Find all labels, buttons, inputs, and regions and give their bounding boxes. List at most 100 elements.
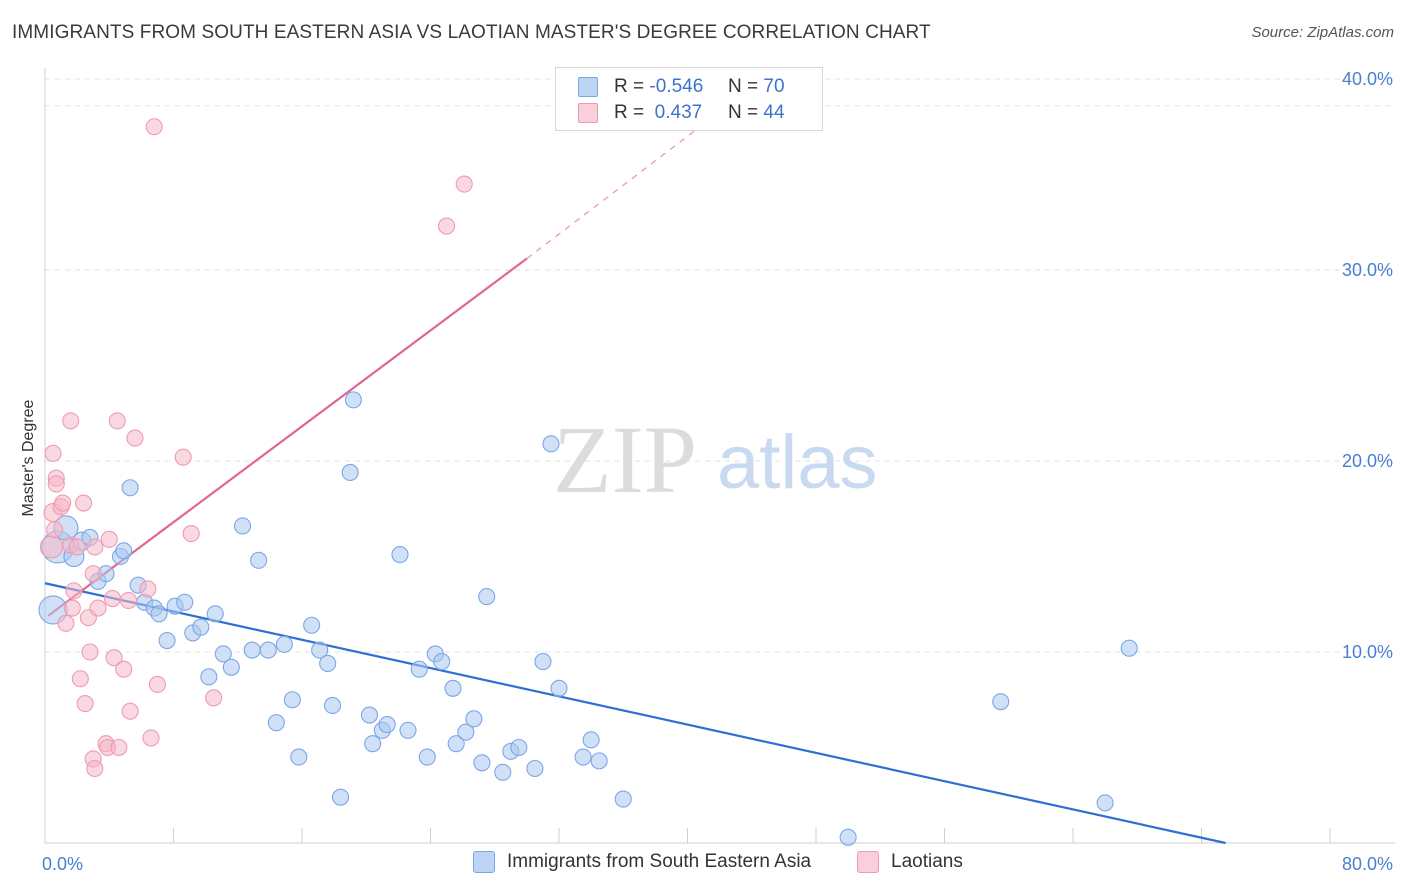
point-laotians bbox=[46, 521, 64, 539]
legend-r-laotians: R = 0.437 bbox=[614, 102, 728, 124]
point-laotians bbox=[47, 475, 65, 493]
x-tick-label: 80.0% bbox=[1342, 854, 1393, 874]
trend-line-sea bbox=[44, 582, 1226, 845]
point-sea bbox=[465, 710, 483, 728]
series-legend-label-laotians: Laotians bbox=[891, 851, 963, 872]
point-sea bbox=[550, 679, 568, 697]
legend-n-laotians: N = 44 bbox=[728, 102, 785, 124]
point-sea bbox=[267, 714, 285, 732]
point-sea bbox=[582, 731, 600, 749]
point-sea bbox=[510, 738, 528, 757]
legend-n-label: N = bbox=[728, 76, 759, 97]
series-legend-label-sea: Immigrants from South Eastern Asia bbox=[507, 851, 812, 872]
point-laotians bbox=[62, 412, 80, 430]
point-laotians bbox=[54, 494, 72, 512]
point-sea bbox=[200, 668, 218, 686]
point-sea bbox=[319, 654, 337, 673]
point-laotians bbox=[142, 729, 160, 747]
point-laotians bbox=[182, 525, 200, 543]
point-laotians bbox=[110, 738, 128, 757]
series-legend: Immigrants from South Eastern Asia Laoti… bbox=[0, 851, 1406, 877]
point-sea bbox=[542, 435, 560, 453]
point-sea bbox=[121, 479, 139, 497]
point-laotians bbox=[115, 660, 133, 678]
chart-title: IMMIGRANTS FROM SOUTH EASTERN ASIA VS LA… bbox=[12, 22, 931, 43]
point-sea bbox=[433, 652, 451, 671]
x-tick-labels: 0.0% 80.0% bbox=[42, 854, 1393, 874]
point-sea bbox=[614, 790, 632, 808]
point-laotians bbox=[44, 444, 62, 462]
data-points bbox=[38, 118, 1138, 846]
y-tick-label: 20.0% bbox=[1342, 451, 1393, 471]
legend-r-label: R = bbox=[614, 76, 645, 97]
point-sea bbox=[331, 788, 350, 806]
point-sea bbox=[250, 551, 268, 569]
point-laotians bbox=[119, 591, 138, 609]
point-laotians bbox=[455, 175, 473, 193]
point-sea bbox=[192, 618, 210, 636]
point-sea bbox=[222, 658, 240, 676]
point-laotians bbox=[100, 530, 118, 548]
point-laotians bbox=[89, 599, 107, 617]
series-legend-swatch-sea bbox=[473, 851, 495, 873]
point-sea bbox=[150, 605, 168, 623]
point-sea bbox=[360, 706, 379, 724]
point-sea bbox=[243, 641, 261, 659]
point-laotians bbox=[105, 649, 123, 667]
point-laotians bbox=[57, 614, 75, 632]
point-laotians bbox=[438, 217, 456, 235]
point-sea bbox=[526, 759, 544, 778]
legend-n-value: 44 bbox=[763, 102, 785, 123]
legend-swatch-sea bbox=[578, 77, 598, 97]
point-sea bbox=[391, 546, 409, 564]
point-sea bbox=[303, 616, 321, 634]
point-sea bbox=[176, 593, 194, 611]
point-sea bbox=[478, 588, 496, 606]
point-sea bbox=[444, 679, 462, 697]
point-sea bbox=[214, 645, 232, 663]
point-sea bbox=[399, 721, 417, 739]
point-laotians bbox=[148, 675, 166, 694]
point-sea bbox=[534, 652, 552, 671]
series-legend-item-laotians[interactable]: Laotians bbox=[857, 851, 963, 873]
legend-n-sea: N = 70 bbox=[728, 76, 785, 98]
point-laotians bbox=[75, 494, 93, 512]
watermark-atlas: atlas bbox=[717, 420, 878, 505]
point-sea bbox=[275, 635, 293, 653]
point-laotians bbox=[63, 599, 81, 617]
point-sea bbox=[410, 660, 428, 678]
legend-swatch-laotians bbox=[578, 103, 598, 123]
correlation-legend: R = -0.546 N = 70 R = 0.437 N = 44 bbox=[555, 67, 823, 131]
watermark: ZIP atlas bbox=[553, 406, 878, 513]
point-sea bbox=[494, 763, 512, 781]
point-sea bbox=[290, 748, 308, 766]
series-legend-item-sea[interactable]: Immigrants from South Eastern Asia bbox=[473, 851, 811, 873]
legend-row-sea: R = -0.546 N = 70 bbox=[578, 75, 785, 99]
point-sea bbox=[418, 748, 436, 766]
point-laotians bbox=[139, 580, 157, 598]
point-sea bbox=[283, 691, 301, 709]
point-sea bbox=[473, 754, 491, 772]
point-laotians bbox=[76, 695, 94, 713]
series-legend-swatch-laotians bbox=[857, 851, 879, 873]
point-laotians bbox=[81, 643, 99, 661]
y-tick-label: 40.0% bbox=[1342, 69, 1393, 89]
point-sea bbox=[457, 723, 475, 741]
point-sea bbox=[1096, 794, 1114, 812]
y-tick-label: 10.0% bbox=[1342, 642, 1393, 662]
point-sea bbox=[341, 463, 359, 482]
y-axis-label: Master's Degree bbox=[20, 399, 37, 516]
point-laotians bbox=[71, 670, 89, 688]
legend-r-sea: R = -0.546 bbox=[614, 76, 728, 98]
grid-lines bbox=[45, 78, 1395, 653]
point-laotians bbox=[145, 118, 163, 136]
point-laotians bbox=[205, 689, 223, 707]
legend-r-value: -0.546 bbox=[649, 76, 704, 97]
legend-r-label: R = bbox=[614, 102, 645, 123]
point-sea bbox=[344, 391, 362, 409]
point-sea bbox=[259, 641, 277, 659]
legend-row-laotians: R = 0.437 N = 44 bbox=[578, 101, 785, 125]
point-sea bbox=[311, 641, 329, 659]
point-laotians bbox=[39, 535, 63, 559]
chart-source: Source: ZipAtlas.com bbox=[1251, 24, 1394, 41]
